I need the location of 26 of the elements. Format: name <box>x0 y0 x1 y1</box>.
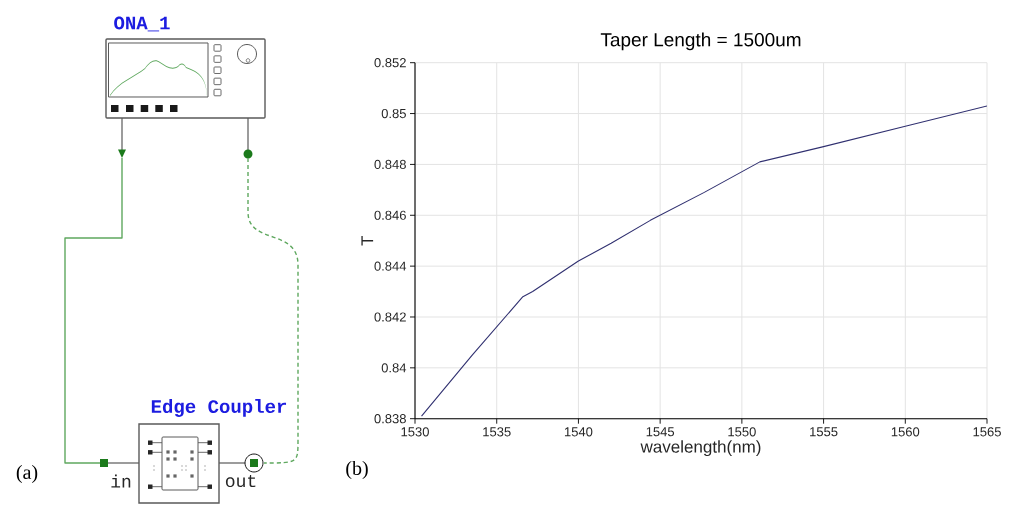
x-tick-label: 1550 <box>728 427 756 437</box>
x-tick-label: 1545 <box>646 427 675 437</box>
text: in <box>111 474 131 488</box>
line-series <box>420 105 988 417</box>
x-tick-label: 1560 <box>891 427 920 437</box>
y-tick-label: 0.842 <box>374 312 406 322</box>
y-tick-label: 0.85 <box>381 108 406 119</box>
x-axis-title: wavelength(nm) <box>640 440 761 457</box>
y-tick-label: 0.838 <box>374 414 406 424</box>
y-tick-label: 0.844 <box>374 261 407 271</box>
text: (b) <box>346 460 368 480</box>
y-tick-label: 0.848 <box>374 159 406 170</box>
x-tick-label: 1555 <box>810 427 838 437</box>
text: ONA_1 <box>114 16 170 32</box>
text: out <box>225 474 256 488</box>
x-tick-label: 1530 <box>401 427 429 437</box>
y-tick-label: 0.852 <box>374 58 406 68</box>
chart-title: Taper Length = 1500um <box>600 32 801 51</box>
text: Edge Coupler <box>151 399 287 417</box>
x-tick-label: 1540 <box>564 427 593 437</box>
y-tick-label: 0.84 <box>381 363 407 373</box>
x-tick-label: 1565 <box>973 427 1001 437</box>
y-tick-label: 0.846 <box>374 210 406 220</box>
text: (a) <box>16 464 38 484</box>
x-tick-label: 1535 <box>483 427 511 437</box>
y-axis-title: T <box>361 235 374 246</box>
